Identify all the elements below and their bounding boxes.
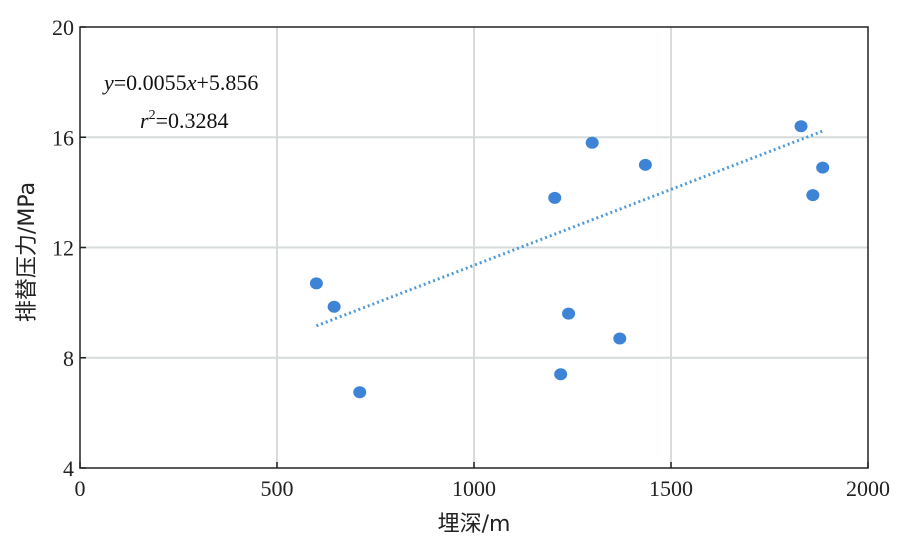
data-point (613, 332, 627, 345)
x-tick-label: 2000 (846, 476, 890, 501)
y-tick-label: 12 (52, 236, 74, 261)
data-point (806, 189, 820, 202)
data-point (309, 277, 323, 290)
data-point (794, 120, 808, 133)
x-tick-label: 1000 (452, 476, 496, 501)
data-point (548, 191, 562, 204)
ticks-layer: 0 500 1000 1500 2000 4 8 12 16 20 (52, 15, 890, 501)
trendline (315, 129, 824, 328)
data-point (816, 161, 830, 174)
data-point (327, 300, 341, 313)
y-tick-label: 4 (63, 456, 74, 481)
y-axis-title: 排替压力/MPa (15, 182, 40, 322)
x-tick-label: 500 (261, 476, 294, 501)
data-point (562, 307, 576, 320)
data-point (585, 136, 599, 149)
r-squared-label: r2=0.3284 (140, 108, 228, 133)
y-tick-label: 8 (63, 346, 74, 371)
trendline-layer (315, 129, 824, 328)
data-point (554, 368, 568, 381)
points-layer (309, 120, 830, 399)
data-point (353, 386, 367, 399)
regression-equation: y=0.0055x+5.856 (102, 70, 258, 95)
x-tick-label: 0 (75, 476, 86, 501)
grid (80, 27, 868, 468)
data-point (638, 158, 652, 171)
x-tick-label: 1500 (649, 476, 693, 501)
x-axis-title: 埋深/m (438, 512, 511, 537)
y-tick-label: 20 (52, 15, 74, 40)
y-tick-label: 16 (52, 125, 74, 150)
